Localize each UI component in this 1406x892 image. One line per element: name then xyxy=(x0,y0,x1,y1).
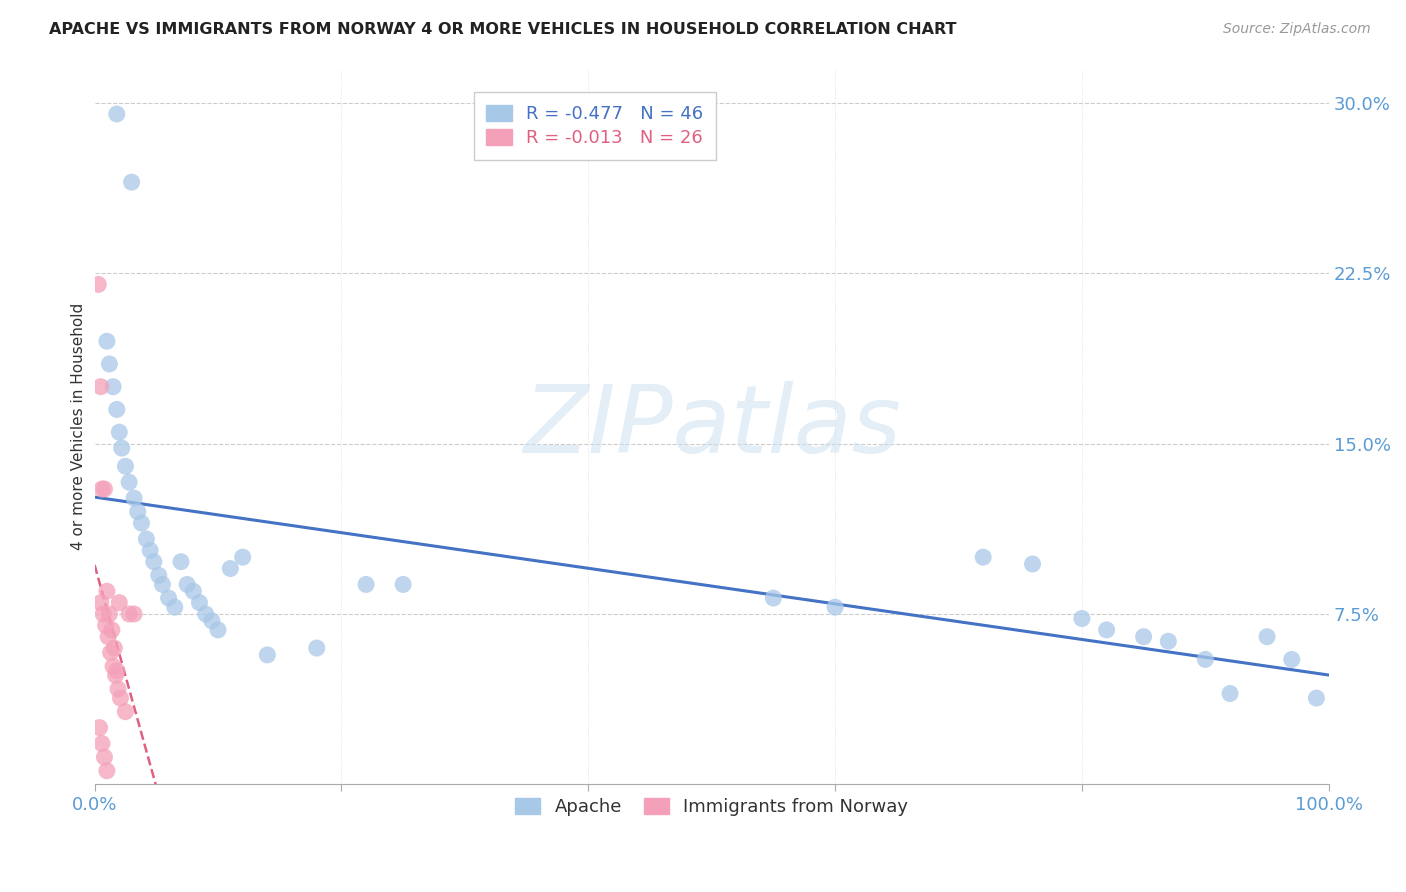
Point xyxy=(96,764,118,778)
Point xyxy=(110,691,132,706)
Point xyxy=(207,623,229,637)
Text: APACHE VS IMMIGRANTS FROM NORWAY 4 OR MORE VEHICLES IN HOUSEHOLD CORRELATION CHA: APACHE VS IMMIGRANTS FROM NORWAY 4 OR MO… xyxy=(49,22,956,37)
Point xyxy=(972,550,994,565)
Point xyxy=(354,577,377,591)
Point xyxy=(101,623,124,637)
Point xyxy=(105,664,128,678)
Point xyxy=(122,491,145,505)
Point xyxy=(104,668,127,682)
Point xyxy=(114,705,136,719)
Point xyxy=(87,277,110,292)
Point xyxy=(131,516,153,530)
Point xyxy=(824,600,846,615)
Point xyxy=(118,475,141,490)
Point xyxy=(181,584,204,599)
Point xyxy=(127,505,149,519)
Point xyxy=(91,607,114,621)
Point xyxy=(111,441,134,455)
Point xyxy=(98,357,121,371)
Point xyxy=(103,641,125,656)
Point xyxy=(139,543,162,558)
Point xyxy=(305,641,328,656)
Point xyxy=(194,607,217,621)
Point xyxy=(101,380,124,394)
Point xyxy=(97,630,120,644)
Point xyxy=(90,380,112,394)
Point xyxy=(232,550,254,565)
Legend: Apache, Immigrants from Norway: Apache, Immigrants from Norway xyxy=(506,789,918,825)
Point xyxy=(91,737,114,751)
Point xyxy=(1071,611,1094,625)
Point xyxy=(91,482,114,496)
Point xyxy=(1219,686,1241,700)
Point xyxy=(105,402,128,417)
Point xyxy=(201,614,224,628)
Point xyxy=(89,721,111,735)
Point xyxy=(101,659,124,673)
Point xyxy=(96,334,118,349)
Point xyxy=(135,532,157,546)
Point xyxy=(96,584,118,599)
Text: ZIPatlas: ZIPatlas xyxy=(523,381,901,472)
Point xyxy=(118,607,141,621)
Point xyxy=(114,459,136,474)
Text: Source: ZipAtlas.com: Source: ZipAtlas.com xyxy=(1223,22,1371,37)
Point xyxy=(1095,623,1118,637)
Point xyxy=(157,591,180,605)
Point xyxy=(163,600,186,615)
Point xyxy=(1132,630,1154,644)
Point xyxy=(142,555,165,569)
Point xyxy=(188,596,211,610)
Point xyxy=(1157,634,1180,648)
Point xyxy=(94,618,117,632)
Point xyxy=(122,607,145,621)
Point xyxy=(170,555,193,569)
Point xyxy=(107,681,129,696)
Point xyxy=(392,577,415,591)
Point xyxy=(121,175,143,189)
Point xyxy=(93,482,115,496)
Point xyxy=(1021,557,1043,571)
Y-axis label: 4 or more Vehicles in Household: 4 or more Vehicles in Household xyxy=(72,303,86,550)
Point xyxy=(100,646,122,660)
Point xyxy=(90,596,112,610)
Point xyxy=(219,561,242,575)
Point xyxy=(148,568,170,582)
Point xyxy=(256,648,278,662)
Point xyxy=(152,577,174,591)
Point xyxy=(108,425,131,439)
Point xyxy=(1281,652,1303,666)
Point xyxy=(98,607,121,621)
Point xyxy=(762,591,785,605)
Point xyxy=(1256,630,1278,644)
Point xyxy=(108,596,131,610)
Point xyxy=(1305,691,1327,706)
Point xyxy=(105,107,128,121)
Point xyxy=(176,577,198,591)
Point xyxy=(93,750,115,764)
Point xyxy=(1194,652,1216,666)
